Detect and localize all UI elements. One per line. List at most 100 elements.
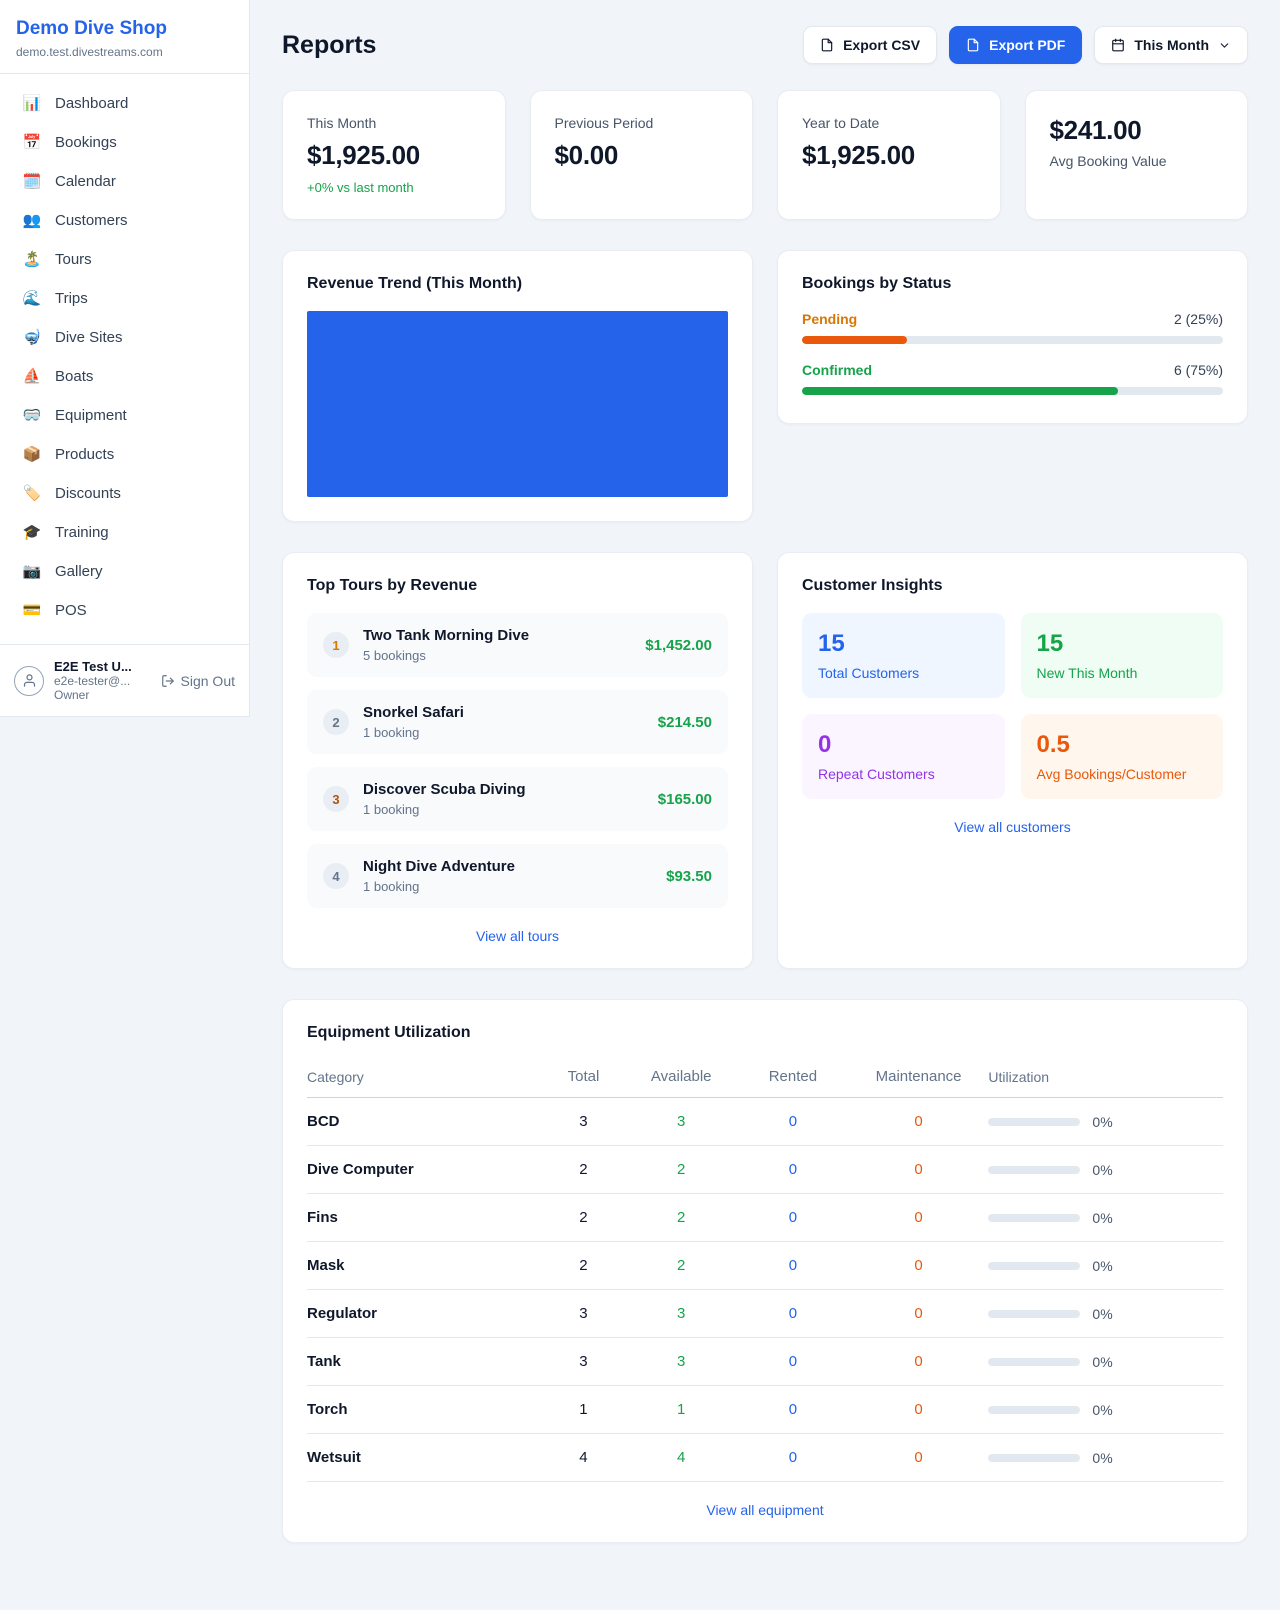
equipment-utilization-cell: 0% bbox=[988, 1162, 1223, 1178]
tile-label: New This Month bbox=[1036, 665, 1138, 681]
equipment-maintenance: 0 bbox=[914, 1113, 923, 1130]
status-value: 6 (75%) bbox=[1173, 362, 1223, 378]
col-utilization: Utilization bbox=[988, 1068, 1050, 1085]
export-pdf-label: Export PDF bbox=[989, 37, 1066, 53]
tour-bookings: 1 booking bbox=[363, 879, 420, 894]
user-role: Owner bbox=[54, 688, 90, 702]
equipment-available: 3 bbox=[677, 1353, 686, 1370]
tile-value: 0.5 bbox=[1036, 731, 1070, 758]
sidebar-item-label: Training bbox=[55, 524, 109, 541]
sidebar-item-trips[interactable]: 🌊 Trips bbox=[12, 279, 237, 318]
equipment-total: 4 bbox=[579, 1449, 588, 1466]
equipment-category: Dive Computer bbox=[307, 1161, 414, 1178]
col-total: Total bbox=[567, 1068, 600, 1085]
equipment-row: Torch 1 1 0 0 0% bbox=[307, 1386, 1223, 1434]
tour-revenue: $1,452.00 bbox=[645, 636, 712, 654]
status-row-pending: Pending 2 (25%) bbox=[802, 311, 1223, 344]
avatar bbox=[14, 665, 44, 696]
equipment-rented: 0 bbox=[788, 1401, 798, 1418]
status-bar-track bbox=[802, 387, 1223, 395]
stat-card-year-to-date: Year to Date $1,925.00 bbox=[777, 90, 1001, 220]
sidebar-item-label: Equipment bbox=[55, 407, 127, 424]
tour-row: 1 Two Tank Morning Dive 5 bookings $1,45… bbox=[307, 613, 728, 677]
sidebar-item-label: POS bbox=[55, 602, 87, 619]
stat-label: Previous Period bbox=[554, 115, 654, 131]
equipment-category: Tank bbox=[307, 1353, 341, 1370]
equipment-maintenance: 0 bbox=[914, 1257, 923, 1274]
tile-label: Repeat Customers bbox=[818, 766, 935, 782]
utilization-bar bbox=[988, 1261, 1081, 1270]
col-rented: Rented bbox=[768, 1068, 818, 1085]
tour-name: Discover Scuba Diving bbox=[363, 781, 526, 798]
shop-header: Demo Dive Shop demo.test.divestreams.com bbox=[0, 0, 249, 74]
utilization-bar bbox=[988, 1165, 1081, 1174]
equipment-available: 3 bbox=[677, 1113, 686, 1130]
sidebar-item-equipment[interactable]: 🥽 Equipment bbox=[12, 396, 237, 435]
utilization-bar bbox=[988, 1357, 1081, 1366]
file-icon bbox=[967, 38, 979, 52]
equipment-row: Tank 3 3 0 0 0% bbox=[307, 1338, 1223, 1386]
period-label: This Month bbox=[1134, 37, 1209, 53]
sidebar-item-pos[interactable]: 💳 POS bbox=[12, 591, 237, 630]
sidebar-item-bookings[interactable]: 📅 Bookings bbox=[12, 123, 237, 162]
main-content: Reports Export CSV Export PDF This Month bbox=[250, 0, 1280, 1591]
sidebar-item-calendar[interactable]: 🗓️ Calendar bbox=[12, 162, 237, 201]
sidebar-item-gallery[interactable]: 📷 Gallery bbox=[12, 552, 237, 591]
export-pdf-button[interactable]: Export PDF bbox=[949, 26, 1083, 64]
equipment-row: Dive Computer 2 2 0 0 0% bbox=[307, 1146, 1223, 1194]
equipment-available: 4 bbox=[677, 1449, 686, 1466]
equipment-table-header: Category Total Available Rented Maintena… bbox=[307, 1060, 1223, 1098]
sidebar-item-label: Trips bbox=[55, 290, 88, 307]
sidebar-item-discounts[interactable]: 🏷️ Discounts bbox=[12, 474, 237, 513]
file-icon bbox=[821, 38, 833, 52]
period-selector[interactable]: This Month bbox=[1094, 26, 1248, 64]
tile-total-customers: 15 Total Customers bbox=[802, 613, 1005, 698]
export-csv-button[interactable]: Export CSV bbox=[803, 26, 938, 64]
equipment-row: Mask 2 2 0 0 0% bbox=[307, 1242, 1223, 1290]
tour-row: 3 Discover Scuba Diving 1 booking $165.0… bbox=[307, 767, 728, 831]
stat-label: Avg Booking Value bbox=[1049, 153, 1167, 169]
sidebar-item-dive-sites[interactable]: 🤿 Dive Sites bbox=[12, 318, 237, 357]
sidebar-item-dashboard[interactable]: 📊 Dashboard bbox=[12, 84, 237, 123]
equipment-utilization-card: Equipment Utilization Category Total Ava… bbox=[282, 999, 1248, 1543]
sidebar-item-training[interactable]: 🎓 Training bbox=[12, 513, 237, 552]
equipment-row: Fins 2 2 0 0 0% bbox=[307, 1194, 1223, 1242]
tile-new-this-month: 15 New This Month bbox=[1020, 613, 1223, 698]
stat-value: $0.00 bbox=[554, 140, 619, 170]
equipment-icon: 🥽 bbox=[22, 407, 42, 424]
equipment-rented: 0 bbox=[788, 1209, 798, 1226]
stat-label: Year to Date bbox=[802, 115, 880, 131]
discounts-icon: 🏷️ bbox=[22, 485, 42, 502]
card-title: Customer Insights bbox=[802, 577, 943, 594]
status-bar-fill bbox=[802, 387, 1118, 395]
utilization-percent: 0% bbox=[1092, 1449, 1113, 1466]
equipment-category: Mask bbox=[307, 1257, 345, 1274]
sign-out-button[interactable]: Sign Out bbox=[161, 673, 235, 689]
stat-value: $241.00 bbox=[1049, 115, 1142, 145]
view-all-customers-link[interactable]: View all customers bbox=[954, 819, 1071, 835]
sidebar-item-customers[interactable]: 👥 Customers bbox=[12, 201, 237, 240]
stat-card-avg-booking-value: $241.00 Avg Booking Value bbox=[1024, 90, 1248, 220]
status-value: 2 (25%) bbox=[1173, 311, 1223, 327]
sidebar-item-boats[interactable]: ⛵ Boats bbox=[12, 357, 237, 396]
utilization-percent: 0% bbox=[1092, 1257, 1113, 1274]
sidebar-item-tours[interactable]: 🏝️ Tours bbox=[12, 240, 237, 279]
tour-revenue: $93.50 bbox=[666, 867, 712, 885]
card-title: Top Tours by Revenue bbox=[307, 577, 478, 594]
view-all-equipment-link[interactable]: View all equipment bbox=[706, 1502, 824, 1518]
equipment-maintenance: 0 bbox=[914, 1401, 923, 1418]
revenue-trend-card: Revenue Trend (This Month) bbox=[282, 250, 753, 522]
equipment-maintenance: 0 bbox=[914, 1449, 923, 1466]
equipment-available: 2 bbox=[677, 1161, 686, 1178]
sidebar-item-products[interactable]: 📦 Products bbox=[12, 435, 237, 474]
insights-row: Top Tours by Revenue 1 Two Tank Morning … bbox=[282, 552, 1248, 969]
sidebar-item-label: Dashboard bbox=[55, 95, 129, 112]
tile-value: 15 bbox=[1036, 630, 1064, 657]
sidebar-item-label: Customers bbox=[55, 212, 128, 229]
view-all-tours-link[interactable]: View all tours bbox=[475, 928, 559, 944]
stat-value: $1,925.00 bbox=[802, 140, 915, 170]
utilization-bar bbox=[988, 1117, 1081, 1126]
header-actions: Export CSV Export PDF This Month bbox=[803, 26, 1248, 64]
training-icon: 🎓 bbox=[22, 524, 42, 541]
